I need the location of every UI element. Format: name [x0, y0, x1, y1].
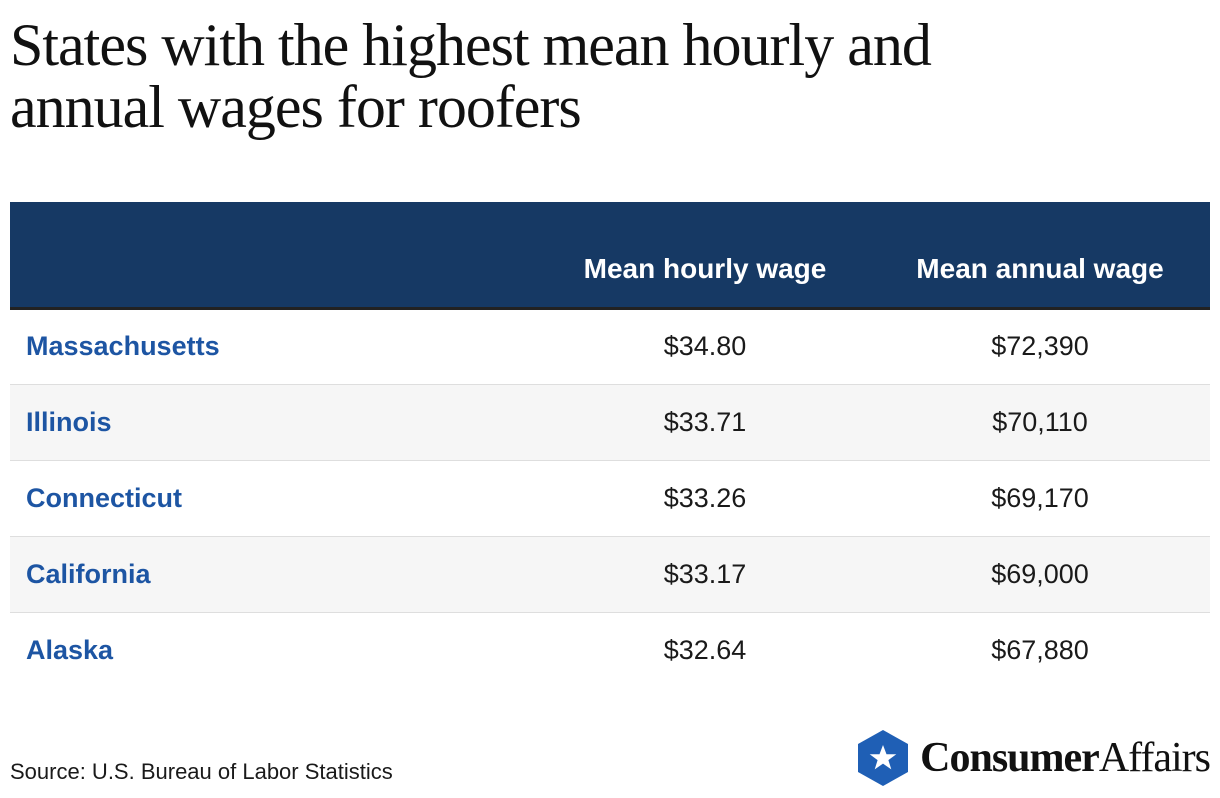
- header-row: Mean hourly wage Mean annual wage: [10, 202, 1210, 308]
- state-cell: Connecticut: [26, 482, 183, 513]
- logo-wordmark: ConsumerAffairs: [920, 734, 1211, 782]
- table-row: Alaska $32.64 $67,880: [10, 612, 1210, 688]
- state-cell: California: [26, 558, 151, 589]
- logo-text-light: Affairs: [1098, 735, 1211, 781]
- annual-wage-cell: $67,880: [991, 634, 1089, 665]
- table-body: Massachusetts $34.80 $72,390 Illinois $3…: [10, 308, 1210, 688]
- column-header-annual: Mean annual wage: [916, 252, 1164, 284]
- hourly-wage-cell: $32.64: [663, 634, 747, 665]
- annual-wage-cell: $72,390: [991, 331, 1089, 361]
- annual-wage-cell: $70,110: [992, 406, 1088, 437]
- hourly-wage-cell: $34.80: [663, 331, 747, 361]
- star-hexagon-icon: [858, 730, 909, 786]
- state-cell: Illinois: [26, 406, 112, 437]
- hourly-wage-cell: $33.26: [663, 482, 747, 513]
- annual-wage-cell: $69,000: [991, 558, 1089, 589]
- state-cell: Alaska: [26, 634, 114, 665]
- consumeraffairs-logo: ConsumerAffairs: [856, 728, 1211, 788]
- logo-text-bold: Consumer: [920, 735, 1100, 781]
- table-row: Illinois $33.71 $70,110: [10, 384, 1210, 460]
- wage-table: Mean hourly wage Mean annual wage Massac…: [10, 202, 1210, 688]
- annual-wage-cell: $69,170: [991, 482, 1089, 513]
- wage-table-container: Mean hourly wage Mean annual wage Massac…: [10, 202, 1210, 688]
- column-header-state: [10, 202, 540, 308]
- state-cell: Massachusetts: [26, 331, 220, 361]
- table-header: Mean hourly wage Mean annual wage: [10, 202, 1210, 308]
- table-row: Connecticut $33.26 $69,170: [10, 460, 1210, 536]
- source-note: Source: U.S. Bureau of Labor Statistics: [10, 759, 393, 784]
- chart-title: States with the highest mean hourly and …: [10, 12, 932, 140]
- hourly-wage-cell: $33.71: [663, 406, 747, 437]
- hourly-wage-cell: $33.17: [663, 558, 747, 589]
- table-row: Massachusetts $34.80 $72,390: [10, 308, 1210, 384]
- table-row: California $33.17 $69,000: [10, 536, 1210, 612]
- column-header-hourly: Mean hourly wage: [583, 252, 827, 284]
